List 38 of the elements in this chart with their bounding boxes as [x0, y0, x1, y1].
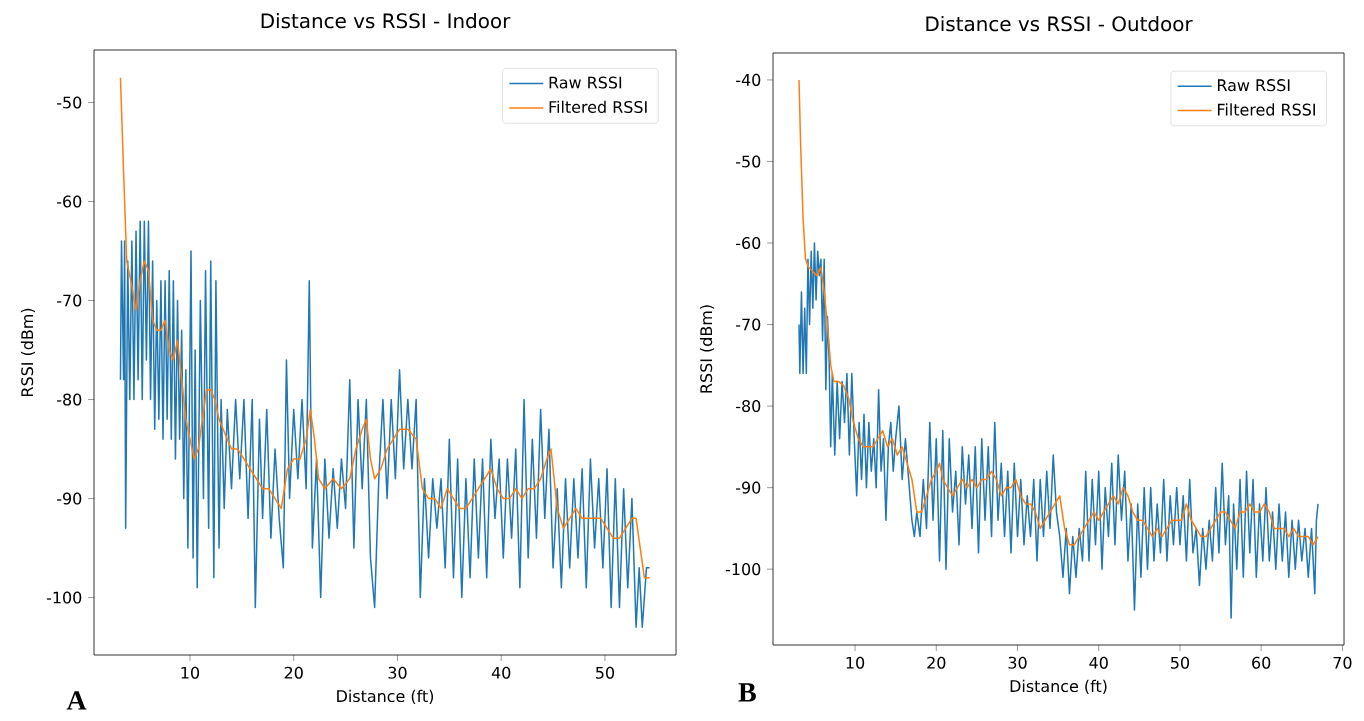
y-tick-label: -60: [57, 195, 82, 208]
x-tick-label: 20: [927, 656, 946, 669]
chart-title: Distance vs RSSI - Indoor: [261, 12, 511, 29]
chart-title: Distance vs RSSI - Outdoor: [926, 15, 1193, 32]
y-tick-label: -50: [736, 155, 761, 168]
x-axis-title: Distance (ft): [1010, 679, 1107, 694]
x-tick-label: 40: [491, 666, 511, 679]
y-axis-title: RSSI (dBm): [20, 308, 36, 396]
legend-label: Raw RSSI: [549, 76, 622, 89]
y-tick-label: -80: [57, 393, 82, 406]
x-tick-label: 70: [1333, 656, 1352, 669]
x-tick-label: 40: [1089, 656, 1108, 669]
x-tick-label: 10: [181, 666, 200, 679]
line-series: [119, 220, 651, 629]
text: A: [66, 691, 87, 710]
x-tick-label: 60: [1252, 656, 1271, 669]
y-tick-label: -90: [736, 481, 761, 494]
legend-label: Filtered RSSI: [549, 100, 647, 114]
legend-label: Filtered RSSI: [1217, 103, 1315, 116]
y-tick-label: -50: [57, 96, 82, 109]
y-tick-label: -70: [736, 318, 761, 331]
x-tick-label: 10: [846, 656, 865, 669]
x-tick-label: 30: [1008, 656, 1027, 669]
y-tick-label: -90: [57, 492, 82, 505]
y-tick-label: -100: [46, 591, 82, 604]
y-tick-label: -60: [736, 236, 761, 250]
x-axis-title: Distance (ft): [337, 689, 434, 704]
y-tick-label: -100: [725, 563, 761, 576]
text: B: [738, 683, 756, 702]
x-tick-label: 50: [1171, 656, 1190, 669]
y-tick-label: -70: [57, 294, 82, 307]
x-tick-label: 20: [284, 666, 303, 679]
x-tick-label: 50: [596, 666, 615, 679]
y-tick-label: -40: [736, 73, 761, 86]
y-axis-title: RSSI (dBm): [699, 305, 715, 393]
x-tick-label: 30: [388, 666, 407, 679]
y-tick-label: -80: [736, 400, 761, 413]
legend-label: Raw RSSI: [1217, 79, 1290, 92]
